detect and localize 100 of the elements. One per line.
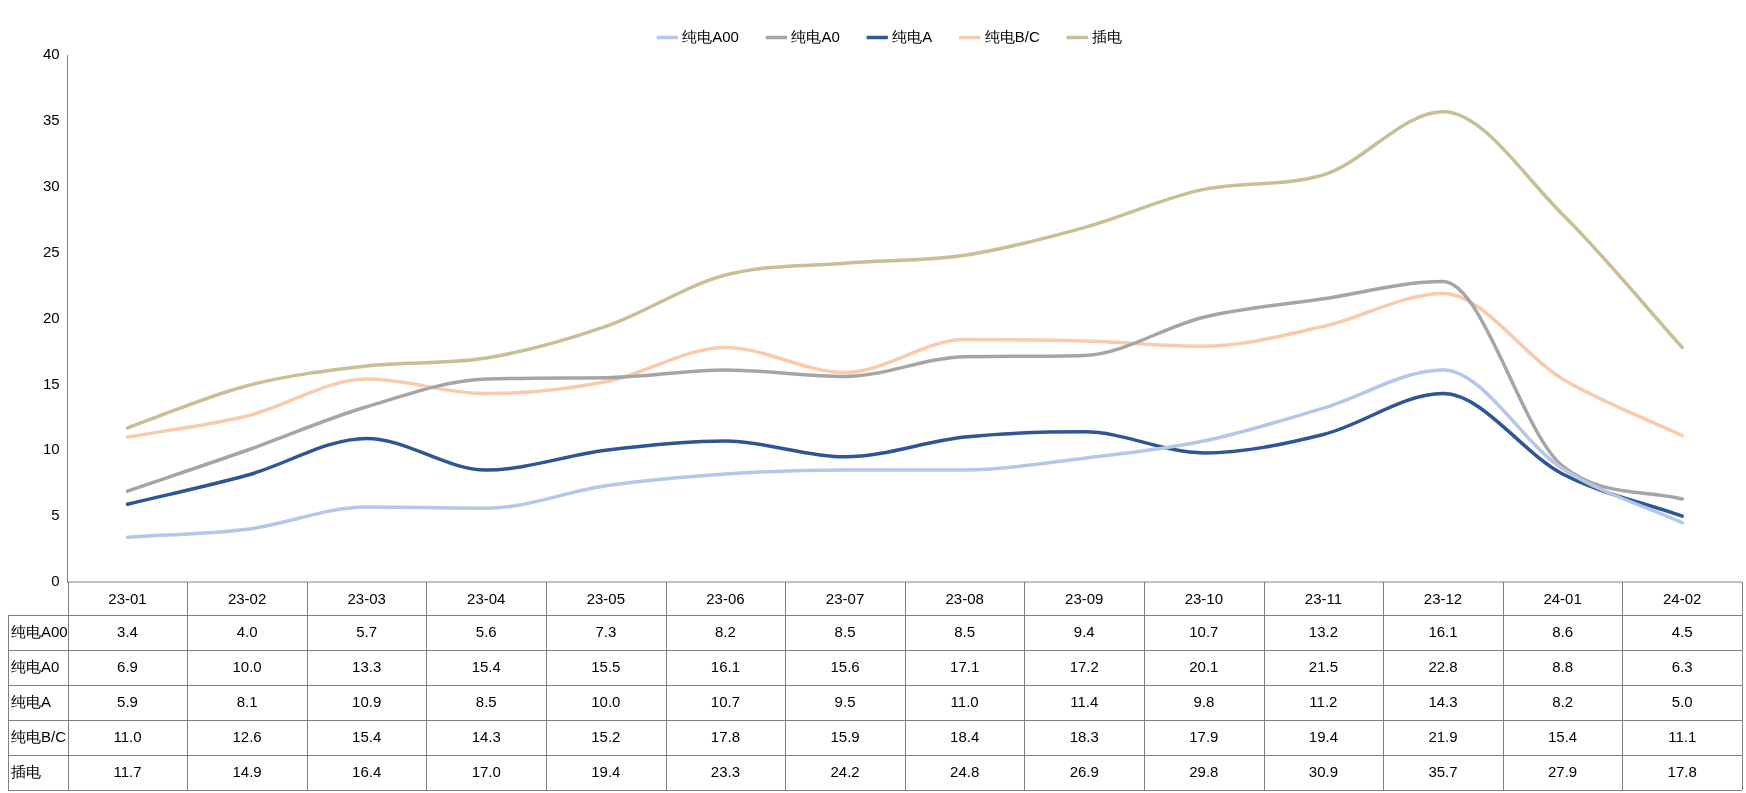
data-label: 18.4 [950, 727, 980, 745]
data-label: 9.5 [834, 692, 856, 710]
data-label: 24.2 [830, 762, 860, 780]
data-label: 17.8 [710, 727, 741, 745]
text: 插电 [11, 762, 41, 780]
y-tick-label: 35 [43, 111, 60, 129]
legend-label: 纯电A0 [791, 27, 840, 45]
data-label: 8.5 [475, 692, 497, 710]
data-label: 5.9 [117, 692, 138, 710]
x-tick-label: 23-06 [706, 590, 745, 608]
data-label: 11.7 [113, 762, 142, 780]
data-label: 15.4 [471, 657, 501, 675]
data-label: 13.3 [352, 657, 382, 675]
data-label: 29.8 [1189, 762, 1219, 780]
data-label: 35.7 [1428, 762, 1458, 780]
data-label: 7.3 [595, 622, 617, 640]
data-label: 21.9 [1428, 727, 1458, 745]
data-label: 5.6 [475, 622, 497, 640]
data-label: 16.1 [1428, 622, 1458, 640]
line-series [125, 368, 1684, 539]
data-label: 12.6 [232, 727, 262, 745]
data-label: 23.3 [710, 762, 741, 780]
data-label: 10.7 [710, 692, 741, 710]
y-tick-label: 25 [43, 242, 60, 260]
x-tick-label: 24-01 [1543, 590, 1582, 608]
data-label: 10.0 [591, 692, 621, 710]
data-label: 8.6 [1552, 622, 1574, 640]
data-label: 30.9 [1308, 762, 1339, 780]
data-label: 14.3 [1428, 692, 1458, 710]
data-label: 11.0 [950, 692, 979, 710]
x-tick-label: 23-08 [945, 590, 984, 608]
data-label: 8.2 [1552, 692, 1574, 710]
x-tick-label: 23-02 [227, 590, 267, 608]
data-label: 5.7 [356, 622, 378, 640]
data-label: 17.1 [950, 657, 980, 675]
data-label: 21.5 [1308, 657, 1339, 675]
line-series [125, 109, 1684, 430]
text: 纯电A0 [11, 657, 60, 675]
x-tick-label: 23-07 [825, 590, 865, 608]
data-label: 26.9 [1069, 762, 1099, 780]
data-label: 8.2 [715, 622, 736, 640]
x-tick-label: 23-11 [1304, 590, 1343, 608]
data-label: 14.3 [471, 727, 501, 745]
data-label: 11.1 [1668, 727, 1697, 745]
data-label: 9.8 [1193, 692, 1215, 710]
data-label: 15.9 [830, 727, 860, 745]
x-tick-label: 23-01 [108, 590, 147, 608]
data-label: 11.0 [113, 727, 142, 745]
data-label: 11.4 [1070, 692, 1099, 710]
y-tick-label: 5 [51, 506, 60, 524]
y-tick-label: 15 [43, 374, 60, 392]
text: 纯电A [11, 692, 52, 710]
x-tick-label: 23-03 [347, 590, 386, 608]
data-label: 8.8 [1552, 657, 1574, 675]
text: 纯电A00 [11, 622, 68, 640]
data-label: 19.4 [591, 762, 621, 780]
legend-label: 纯电A00 [682, 27, 739, 45]
data-label: 17.9 [1189, 727, 1219, 745]
data-label: 10.0 [232, 657, 262, 675]
x-tick-label: 23-10 [1184, 590, 1224, 608]
x-tick-label: 23-05 [586, 590, 626, 608]
data-label: 15.4 [1548, 727, 1578, 745]
text: 纯电B/C [11, 727, 67, 745]
data-label: 15.6 [830, 657, 860, 675]
data-label: 19.4 [1308, 727, 1339, 745]
x-tick-label: 23-12 [1423, 590, 1463, 608]
data-label: 20.1 [1189, 657, 1219, 675]
legend-label: 纯电A [892, 27, 933, 45]
data-label: 15.2 [591, 727, 621, 745]
data-label: 16.1 [710, 657, 741, 675]
data-label: 22.8 [1428, 657, 1458, 675]
data-label: 5.0 [1671, 692, 1693, 710]
data-label: 18.3 [1069, 727, 1099, 745]
data-label: 17.2 [1069, 657, 1099, 675]
data-label: 17.8 [1667, 762, 1697, 780]
data-label: 4.0 [236, 622, 258, 640]
y-tick-label: 40 [43, 45, 60, 63]
y-tick-label: 20 [43, 308, 60, 326]
data-label: 8.1 [236, 692, 258, 710]
data-label: 14.9 [232, 762, 262, 780]
line-series [125, 391, 1684, 518]
data-label: 4.5 [1671, 622, 1693, 640]
data-label: 17.0 [471, 762, 501, 780]
data-label: 24.8 [950, 762, 980, 780]
x-tick-label: 24-02 [1663, 590, 1702, 608]
y-tick-label: 0 [51, 572, 60, 590]
line-series [125, 279, 1684, 501]
x-tick-label: 23-09 [1065, 590, 1104, 608]
data-label: 10.7 [1189, 622, 1219, 640]
y-tick-label: 30 [43, 176, 60, 194]
data-label: 9.4 [1073, 622, 1095, 640]
data-label: 15.4 [352, 727, 382, 745]
data-label: 11.2 [1309, 692, 1338, 710]
data-label: 10.9 [352, 692, 382, 710]
data-label: 8.5 [834, 622, 856, 640]
data-label: 6.9 [117, 657, 138, 675]
data-label: 13.2 [1308, 622, 1339, 640]
y-tick-label: 10 [43, 440, 60, 458]
data-label: 15.5 [591, 657, 621, 675]
legend-label: 纯电B/C [984, 27, 1040, 45]
